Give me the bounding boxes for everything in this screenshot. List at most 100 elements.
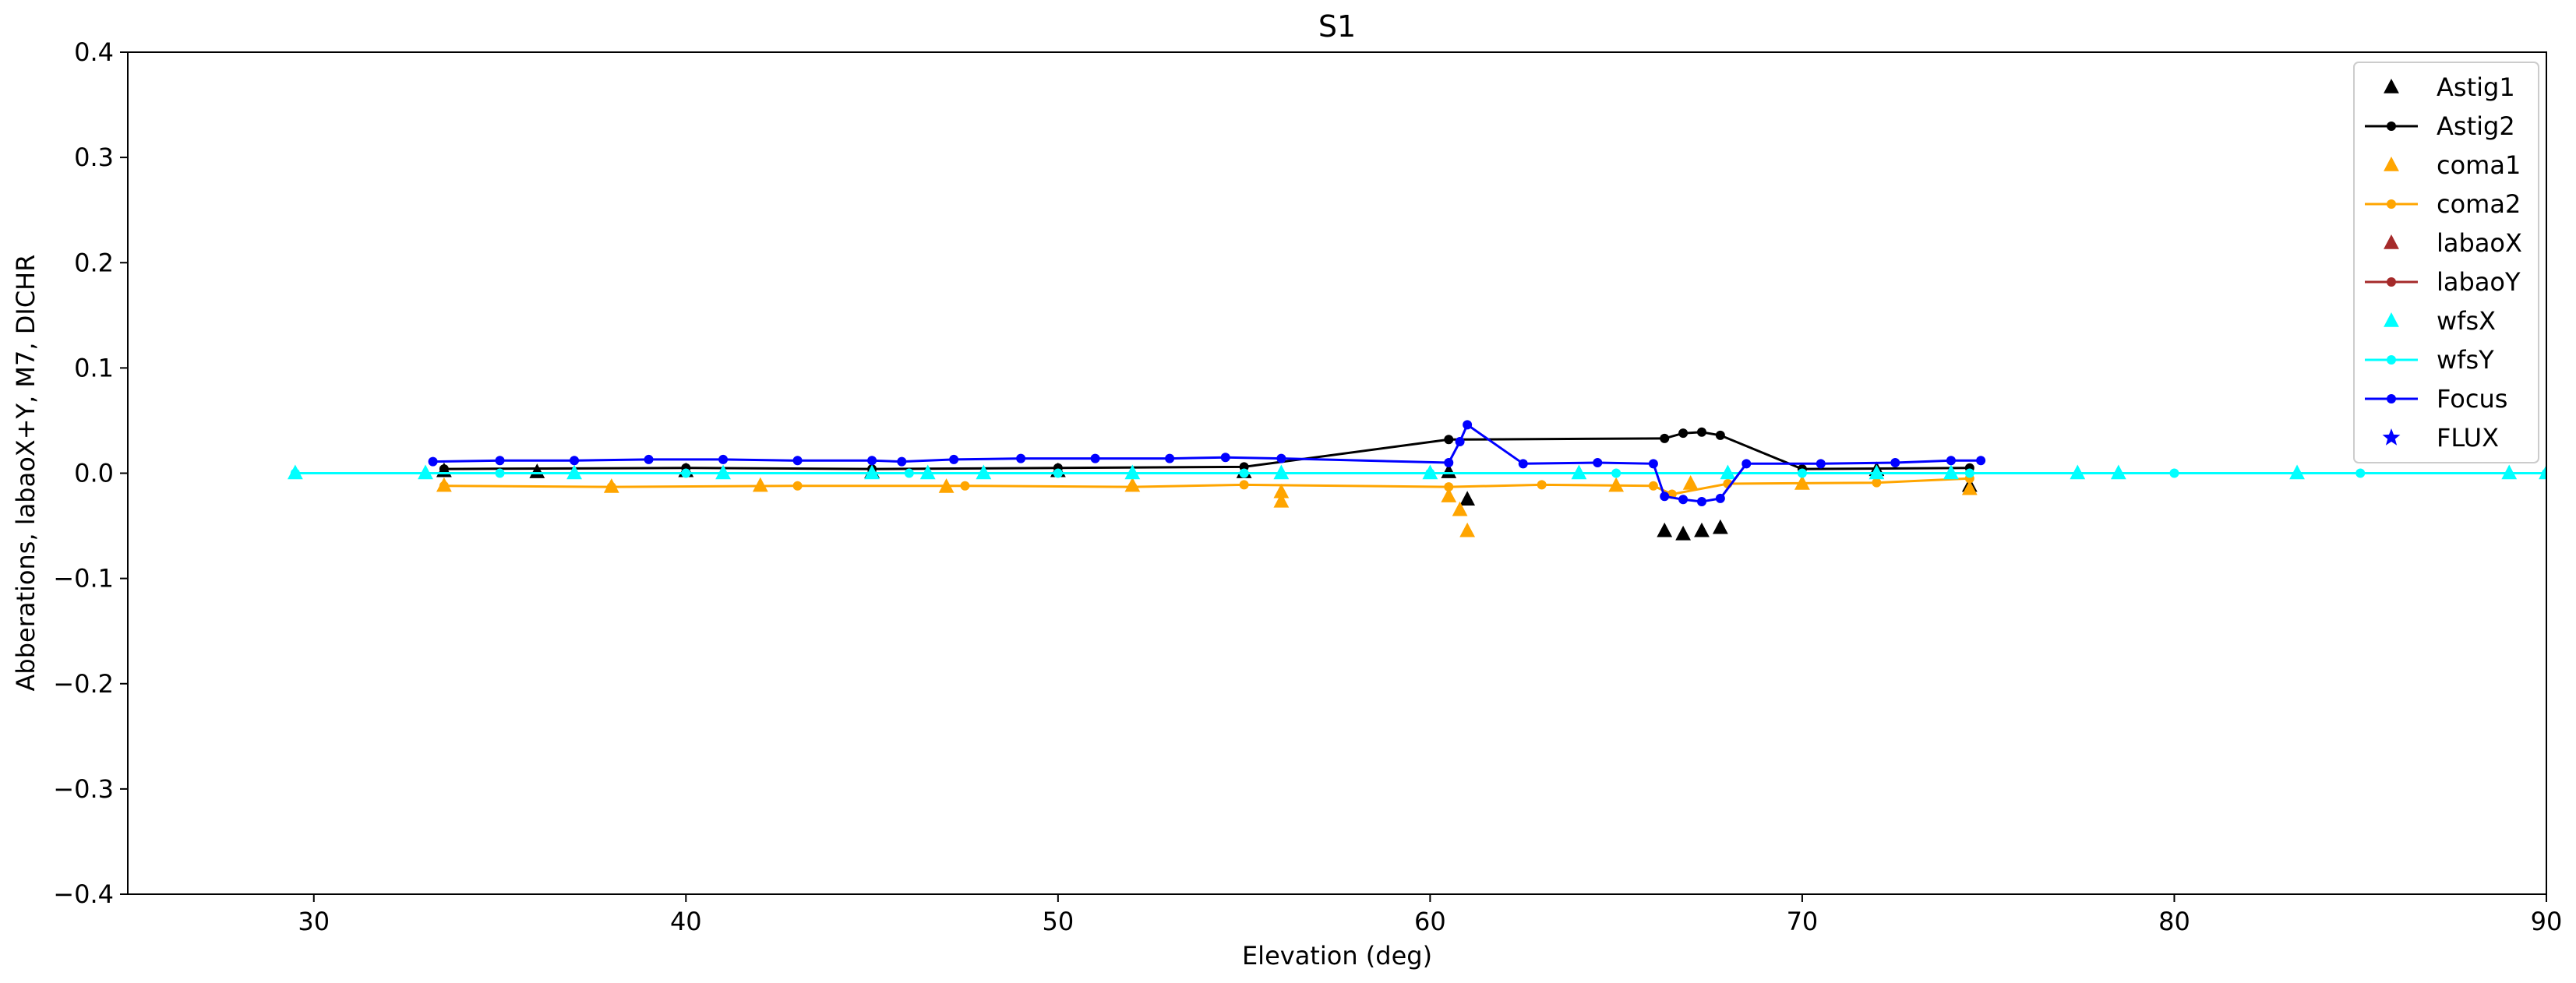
- data-point-focus: [1593, 457, 1603, 467]
- y-tick-label: 0.0: [74, 459, 114, 488]
- data-point-focus: [1678, 495, 1689, 505]
- data-point-focus: [949, 454, 959, 464]
- y-tick-label: −0.4: [53, 879, 114, 909]
- y-axis: −0.4 −0.3 −0.2 −0.1 0.0 0.1 0.2 0.3 0.4: [53, 37, 128, 909]
- legend-marker-focus: [2387, 394, 2396, 403]
- legend-label-wfsy: wfsY: [2437, 345, 2494, 375]
- legend-label-coma1: coma1: [2437, 150, 2521, 180]
- data-point-focus: [1976, 456, 1986, 466]
- data-point-focus: [644, 454, 654, 464]
- data-point-coma2: [439, 481, 449, 491]
- data-point-wfsx: [1868, 464, 1885, 480]
- data-point-focus: [1715, 493, 1725, 503]
- data-point-astig1: [1694, 522, 1710, 537]
- x-tick-label: 70: [1787, 907, 1819, 936]
- series-coma2: [439, 474, 1974, 499]
- data-point-astig1: [1712, 519, 1728, 534]
- legend-marker-wfsy: [2387, 355, 2396, 365]
- data-point-wfsx: [1571, 464, 1587, 480]
- data-point-coma2: [1127, 482, 1138, 492]
- legend-marker-labaox: [2384, 234, 2399, 249]
- legend-marker-wfsx: [2384, 312, 2399, 327]
- data-point-astig2: [1678, 428, 1689, 439]
- data-point-wfsy: [1964, 468, 1974, 478]
- data-point-wfsy: [290, 468, 300, 478]
- data-point-wfsy: [1239, 468, 1249, 478]
- data-point-astig2: [1696, 427, 1706, 437]
- data-point-focus: [1741, 459, 1752, 469]
- data-point-focus: [1696, 496, 1706, 506]
- data-point-focus: [1660, 492, 1670, 502]
- data-point-astig1: [1675, 525, 1692, 541]
- data-point-wfsy: [1053, 468, 1063, 478]
- data-point-astig2: [1444, 435, 1454, 445]
- x-tick-label: 90: [2531, 907, 2563, 936]
- data-point-wfsy: [1797, 468, 1807, 478]
- data-point-focus: [1455, 436, 1465, 446]
- data-point-coma1: [1273, 483, 1290, 499]
- data-point-focus: [1946, 456, 1956, 466]
- data-point-wfsx: [864, 464, 880, 480]
- data-point-coma2: [1444, 482, 1454, 492]
- legend-box: [2353, 62, 2539, 463]
- data-point-focus: [570, 456, 580, 466]
- legend-marker-astig2: [2387, 122, 2396, 131]
- data-point-astig2: [439, 464, 449, 474]
- x-tick-label: 50: [1042, 907, 1074, 936]
- data-point-wfsy: [904, 468, 914, 478]
- data-point-focus: [1890, 457, 1900, 467]
- data-point-focus: [792, 456, 803, 466]
- data-point-coma2: [1537, 480, 1547, 490]
- data-point-wfsx: [919, 464, 936, 480]
- data-point-focus: [1518, 459, 1528, 469]
- legend-marker-coma2: [2387, 199, 2396, 209]
- data-point-focus: [1816, 459, 1826, 469]
- data-point-coma2: [792, 481, 803, 491]
- data-point-astig2: [1715, 430, 1725, 440]
- data-point-coma2: [606, 482, 616, 492]
- data-point-wfsy: [2355, 468, 2366, 478]
- data-point-wfsy: [2169, 468, 2179, 478]
- series-line-astig2: [443, 431, 1970, 470]
- data-point-wfsy: [681, 468, 691, 478]
- data-point-wfsx: [2289, 464, 2305, 480]
- data-point-coma2: [1239, 480, 1249, 490]
- series-focus: [428, 420, 1986, 506]
- legend: Astig1 Astig2 coma1 coma2 labaoX labaoY wfsX wf…: [2353, 62, 2539, 463]
- data-point-wfsx: [1720, 464, 1736, 480]
- legend-marker-labaoy: [2387, 277, 2396, 287]
- x-axis-label: Elevation (deg): [1242, 941, 1432, 971]
- y-tick-label: −0.1: [53, 564, 114, 594]
- data-point-astig1: [1441, 463, 1457, 478]
- data-point-focus: [1220, 453, 1230, 463]
- legend-label-focus: Focus: [2437, 384, 2507, 414]
- legend-label-astig1: Astig1: [2437, 72, 2515, 102]
- y-tick-label: −0.2: [53, 669, 114, 699]
- data-point-focus: [495, 456, 505, 466]
- data-point-coma2: [1872, 477, 1882, 488]
- y-tick-label: 0.1: [74, 353, 114, 382]
- data-point-astig1: [1657, 522, 1673, 537]
- data-point-wfsx: [2070, 464, 2086, 480]
- legend-label-astig2: Astig2: [2437, 111, 2515, 141]
- data-point-wfsx: [1124, 464, 1141, 480]
- data-point-wfsx: [2110, 464, 2126, 480]
- data-point-focus: [1444, 457, 1454, 467]
- plot-area: [287, 420, 2546, 541]
- data-point-wfsx: [1943, 464, 1959, 480]
- data-point-coma1: [1961, 480, 1978, 495]
- legend-marker-flux: [2382, 428, 2401, 446]
- data-point-focus: [1090, 453, 1100, 463]
- data-point-coma1: [1452, 501, 1468, 516]
- y-tick-label: 0.4: [74, 37, 114, 67]
- data-point-focus: [1648, 459, 1658, 469]
- data-point-focus: [1016, 453, 1026, 463]
- data-point-focus: [1165, 453, 1175, 463]
- x-tick-label: 30: [298, 907, 330, 936]
- x-axis: 30 40 50 60 70 80 90: [298, 894, 2562, 936]
- y-tick-label: −0.3: [53, 774, 114, 804]
- data-point-astig1: [529, 463, 545, 478]
- legend-marker-astig1: [2384, 79, 2399, 93]
- y-tick-label: 0.3: [74, 143, 114, 172]
